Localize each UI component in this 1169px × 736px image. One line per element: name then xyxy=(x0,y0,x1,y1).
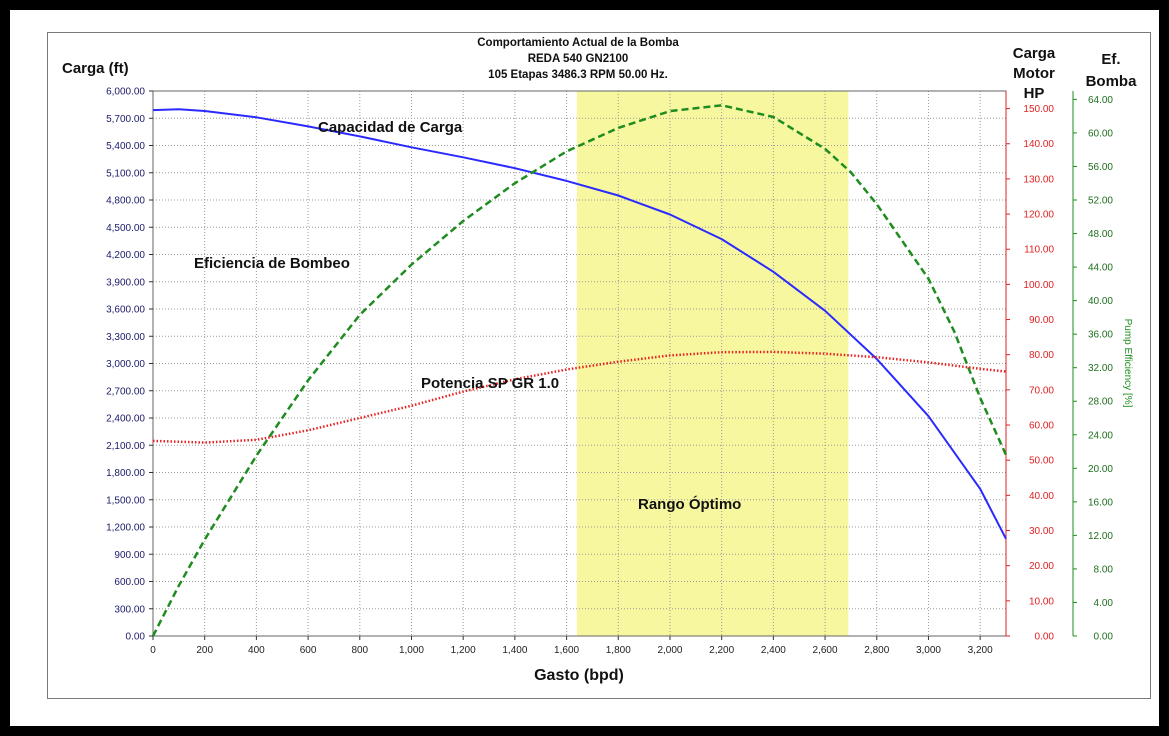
motor-tick-label: 100.00 xyxy=(1023,280,1054,291)
efficiency-tick-label: 20.00 xyxy=(1088,464,1113,475)
efficiency-rotated-label: Pump Efficiency [%] xyxy=(1122,319,1133,408)
motor-tick-label: 50.00 xyxy=(1029,456,1054,467)
motor-tick-label: 150.00 xyxy=(1023,104,1054,115)
motor-axis-label-line: Motor xyxy=(1013,65,1055,82)
efficiency-tick-label: 4.00 xyxy=(1094,598,1114,609)
x-tick-label: 1,200 xyxy=(451,645,476,656)
x-tick-label: 0 xyxy=(150,645,156,656)
x-tick-label: 600 xyxy=(300,645,317,656)
y-left-tick-label: 1,500.00 xyxy=(106,495,145,506)
y-left-tick-label: 4,800.00 xyxy=(106,196,145,207)
annotation-eficiencia-de-bombeo: Eficiencia de Bombeo xyxy=(194,255,350,272)
x-axis-label: Gasto (bpd) xyxy=(534,667,624,684)
y-left-tick-label: 3,300.00 xyxy=(106,332,145,343)
x-tick-label: 1,600 xyxy=(554,645,579,656)
y-left-tick-label: 2,100.00 xyxy=(106,441,145,452)
efficiency-tick-label: 40.00 xyxy=(1088,296,1113,307)
motor-tick-label: 30.00 xyxy=(1029,526,1054,537)
efficiency-tick-label: 12.00 xyxy=(1088,531,1113,542)
y-left-tick-label: 600.00 xyxy=(114,577,145,588)
y-left-tick-label: 5,700.00 xyxy=(106,114,145,125)
motor-tick-label: 80.00 xyxy=(1029,350,1054,361)
x-tick-label: 3,200 xyxy=(968,645,993,656)
motor-tick-label: 20.00 xyxy=(1029,561,1054,572)
y-left-axis-label: Carga (ft) xyxy=(62,60,129,77)
y-left-tick-label: 3,900.00 xyxy=(106,277,145,288)
chart-title-line: 105 Etapas 3486.3 RPM 50.00 Hz. xyxy=(488,69,668,81)
motor-axis-label-line: HP xyxy=(1024,85,1045,102)
y-left-tick-label: 2,400.00 xyxy=(106,414,145,425)
efficiency-tick-label: 8.00 xyxy=(1094,564,1114,575)
x-tick-label: 2,400 xyxy=(761,645,786,656)
annotation-rango-optimo: Rango Óptimo xyxy=(638,495,741,513)
x-tick-label: 2,800 xyxy=(864,645,889,656)
series-line-capacidad-de-carga xyxy=(152,108,1007,540)
chart-title-line: Comportamiento Actual de la Bomba xyxy=(477,37,679,49)
motor-tick-label: 120.00 xyxy=(1023,210,1054,221)
efficiency-tick-label: 16.00 xyxy=(1088,497,1113,508)
efficiency-tick-label: 32.00 xyxy=(1088,363,1113,374)
y-left-tick-label: 5,100.00 xyxy=(106,168,145,179)
annotation-potencia-sp-gr: Potencia SP GR 1.0 xyxy=(421,375,559,392)
motor-axis-label-line: Carga xyxy=(1013,45,1056,62)
y-left-tick-label: 0.00 xyxy=(126,632,146,643)
x-tick-label: 200 xyxy=(196,645,213,656)
motor-tick-label: 130.00 xyxy=(1023,174,1054,185)
chart-box: 0.00 300.00 600.00 900.00 1,200.00 1,500.00 1,… xyxy=(47,32,1151,699)
efficiency-tick-label: 0.00 xyxy=(1094,632,1114,643)
x-tick-label: 1,000 xyxy=(399,645,424,656)
y-left-tick-label: 2,700.00 xyxy=(106,386,145,397)
motor-tick-label: 70.00 xyxy=(1029,385,1054,396)
x-tick-label: 2,000 xyxy=(657,645,682,656)
y-left-tick-label: 1,800.00 xyxy=(106,468,145,479)
efficiency-axis-label-line: Ef. xyxy=(1101,51,1120,68)
series-line-potencia-sp-gr-1-0 xyxy=(152,350,1007,444)
chart-title-line: REDA 540 GN2100 xyxy=(528,53,629,65)
motor-tick-label: 90.00 xyxy=(1029,315,1054,326)
efficiency-axis-label-line: Bomba xyxy=(1086,73,1137,90)
x-tick-label: 1,800 xyxy=(606,645,631,656)
efficiency-tick-label: 36.00 xyxy=(1088,330,1113,341)
y-left-tick-label: 5,400.00 xyxy=(106,141,145,152)
efficiency-tick-label: 60.00 xyxy=(1088,128,1113,139)
efficiency-tick-label: 64.00 xyxy=(1088,95,1113,106)
efficiency-tick-label: 44.00 xyxy=(1088,263,1113,274)
efficiency-tick-label: 28.00 xyxy=(1088,397,1113,408)
efficiency-tick-label: 56.00 xyxy=(1088,162,1113,173)
x-tick-label: 2,200 xyxy=(709,645,734,656)
y-left-tick-label: 4,500.00 xyxy=(106,223,145,234)
motor-tick-label: 0.00 xyxy=(1035,632,1055,643)
annotation-capacidad-de-carga: Capacidad de Carga xyxy=(318,119,463,136)
series-line-eficiencia-de-bombeo xyxy=(151,104,1008,637)
y-left-tick-label: 1,200.00 xyxy=(106,523,145,534)
x-tick-label: 800 xyxy=(351,645,368,656)
y-left-tick-label: 3,600.00 xyxy=(106,305,145,316)
y-left-tick-label: 300.00 xyxy=(114,604,145,615)
x-tick-label: 2,600 xyxy=(813,645,838,656)
motor-tick-label: 40.00 xyxy=(1029,491,1054,502)
motor-tick-label: 10.00 xyxy=(1029,596,1054,607)
efficiency-tick-label: 24.00 xyxy=(1088,430,1113,441)
y-left-tick-label: 3,000.00 xyxy=(106,359,145,370)
efficiency-tick-label: 52.00 xyxy=(1088,196,1113,207)
pump-performance-chart: 0.00 300.00 600.00 900.00 1,200.00 1,500.00 1,… xyxy=(62,37,1137,684)
x-tick-label: 1,400 xyxy=(502,645,527,656)
y-left-tick-label: 4,200.00 xyxy=(106,250,145,261)
motor-tick-label: 60.00 xyxy=(1029,421,1054,432)
efficiency-tick-label: 48.00 xyxy=(1088,229,1113,240)
y-left-tick-label: 6,000.00 xyxy=(106,87,145,98)
y-left-tick-label: 900.00 xyxy=(114,550,145,561)
x-tick-label: 400 xyxy=(248,645,265,656)
chart-frame: 0.00 300.00 600.00 900.00 1,200.00 1,500.00 1,… xyxy=(10,10,1159,726)
motor-tick-label: 140.00 xyxy=(1023,139,1054,150)
optimum-range-band xyxy=(576,91,849,636)
motor-tick-label: 110.00 xyxy=(1024,245,1054,256)
x-tick-label: 3,000 xyxy=(916,645,941,656)
